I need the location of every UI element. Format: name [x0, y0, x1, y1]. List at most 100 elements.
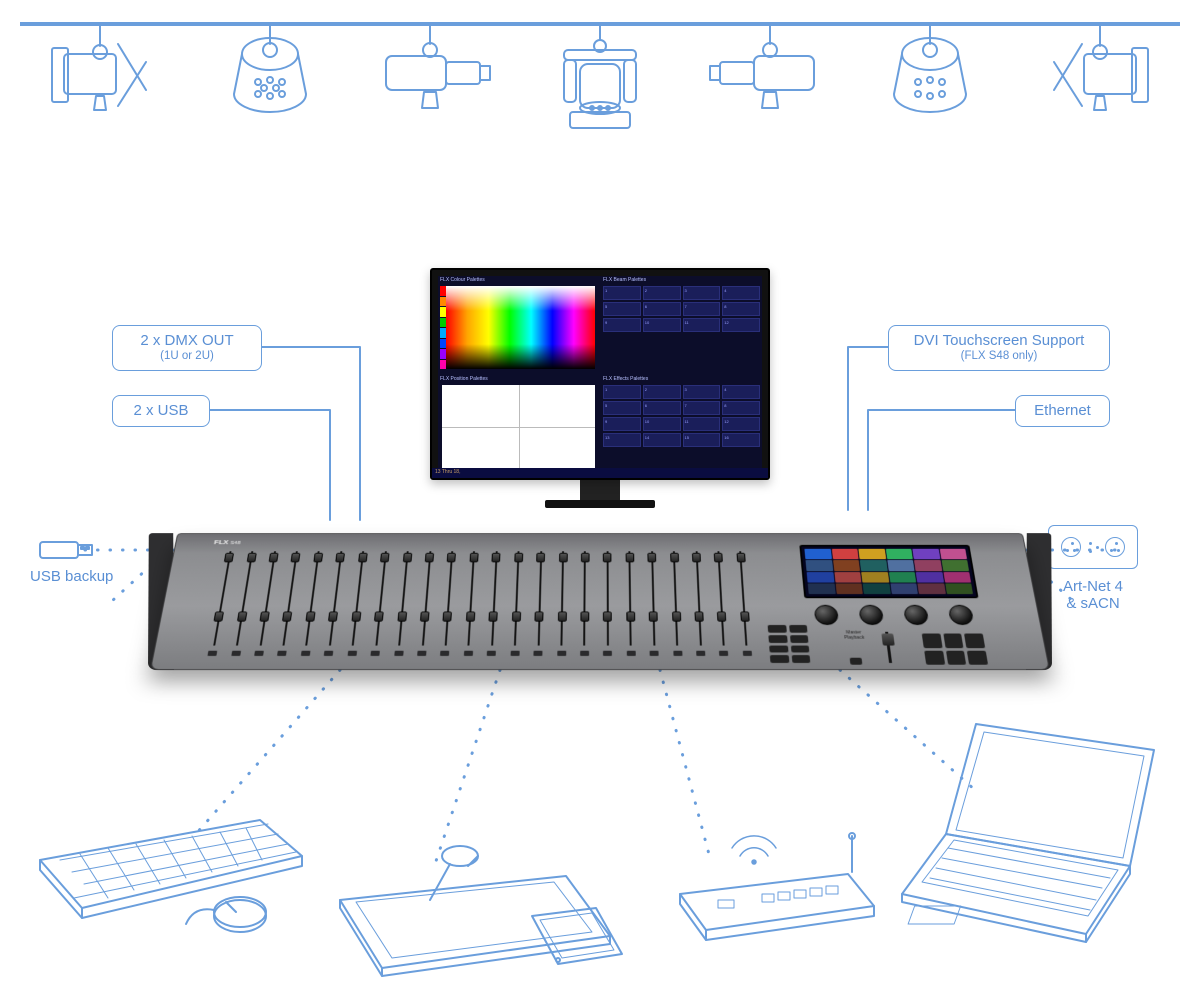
touchscreen-cell [861, 572, 889, 583]
touchscreen-cell [885, 549, 913, 560]
palette-cell: 14 [643, 433, 681, 447]
palette-cell: 8 [722, 302, 760, 316]
monitor-stand [580, 480, 620, 500]
monitor-screen: FLX Colour Palettes FLX Beam Palettes 12… [438, 276, 762, 472]
fader [688, 607, 711, 656]
fader [434, 607, 458, 656]
touchscreen-cell [914, 560, 942, 571]
palette-cell: 16 [722, 433, 760, 447]
fader [364, 607, 390, 656]
palette-cell: 3 [683, 385, 721, 399]
fader [574, 607, 595, 656]
palette-cell: 6 [643, 401, 681, 415]
encoder-wheel [903, 605, 929, 625]
palette-cell: 4 [722, 385, 760, 399]
beam-grid: 123456789101112 [603, 286, 760, 371]
function-buttons-left [768, 625, 811, 663]
monitor-quad-colour: FLX Colour Palettes [438, 276, 599, 373]
palette-cell: 1 [603, 286, 641, 300]
touchscreen-cell [835, 583, 863, 594]
palette-cell: 2 [643, 286, 681, 300]
laptop-icon [900, 710, 1190, 960]
fader [734, 607, 758, 656]
touchscreen-cell [917, 583, 945, 594]
palette-cell: 11 [683, 318, 721, 332]
fader [711, 607, 735, 656]
encoder-wheel [948, 605, 975, 625]
palette-cell: 9 [603, 318, 641, 332]
touchscreen-cell [890, 583, 918, 594]
tablet-phone-icon [320, 840, 670, 990]
palette-cell: 9 [603, 417, 641, 431]
fader [551, 607, 573, 656]
touchscreen-cell [916, 572, 944, 583]
fader [620, 607, 642, 656]
fader [458, 607, 482, 656]
encoder-wheels [803, 605, 986, 629]
effects-grid: 12345678910111213141516 [603, 385, 760, 470]
fader [481, 607, 504, 656]
playback-buttons-right [922, 634, 988, 665]
palette-cell: 4 [722, 286, 760, 300]
touchscreen-cell [943, 572, 971, 583]
palette-cell: 11 [683, 417, 721, 431]
fader [666, 607, 689, 656]
palette-cell: 10 [643, 417, 681, 431]
fader [597, 607, 618, 656]
lighting-console: FLX S48 Master Playback [150, 505, 1050, 670]
keyboard-mouse-icon [30, 790, 320, 950]
position-pad-icon [442, 385, 595, 468]
palette-cell: 1 [603, 385, 641, 399]
palette-cell: 8 [722, 401, 760, 415]
touchscreen-cell [941, 560, 969, 571]
touchscreen-cell [807, 572, 834, 583]
console-brand: FLX [214, 539, 230, 546]
touchscreen-cell [808, 583, 836, 594]
monitor-bezel: FLX Colour Palettes FLX Beam Palettes 12… [430, 268, 770, 480]
fader-row-bottom [201, 607, 758, 656]
touchscreen-cell [834, 572, 862, 583]
monitor-quad-beam: FLX Beam Palettes 123456789101112 [601, 276, 762, 373]
encoder-wheel [814, 605, 839, 625]
touchscreen-cell [860, 560, 888, 571]
console-model: S48 [230, 541, 241, 546]
quad-title-effects: FLX Effects Palettes [603, 376, 648, 382]
touchscreen-cell [945, 583, 973, 594]
palette-cell: 13 [603, 433, 641, 447]
router-icon [666, 830, 886, 960]
palette-cell: 15 [683, 433, 721, 447]
console-touchscreen [799, 545, 978, 598]
palette-cell: 7 [683, 302, 721, 316]
colour-picker-icon [446, 286, 595, 369]
touchscreen-cell [939, 549, 967, 560]
touchscreen-cell [831, 549, 858, 560]
fader [504, 607, 527, 656]
palette-cell: 5 [603, 401, 641, 415]
master-playback: Master Playback [839, 630, 899, 665]
fader [341, 607, 368, 656]
palette-cell: 12 [722, 318, 760, 332]
touchscreen-cell [858, 549, 885, 560]
monitor-quad-effects: FLX Effects Palettes 1234567891011121314… [601, 375, 762, 472]
touchscreen-cell [833, 560, 860, 571]
palette-cell: 6 [643, 302, 681, 316]
quad-title-colour: FLX Colour Palettes [440, 277, 485, 283]
fader [411, 607, 436, 656]
console-body: FLX S48 Master Playback [150, 533, 1050, 670]
touchscreen-cell [805, 560, 832, 571]
quad-title-beam: FLX Beam Palettes [603, 277, 646, 283]
palette-cell: 12 [722, 417, 760, 431]
encoder-wheel [858, 605, 884, 625]
touchscreen-cell [912, 549, 940, 560]
master-label: Master Playback [839, 630, 870, 640]
touchscreen-cell [887, 560, 915, 571]
palette-cell: 10 [643, 318, 681, 332]
fader [388, 607, 414, 656]
touchscreen-cell [862, 583, 890, 594]
fader [643, 607, 665, 656]
palette-cell: 3 [683, 286, 721, 300]
fader [527, 607, 549, 656]
touchscreen-cell [888, 572, 916, 583]
quad-title-position: FLX Position Palettes [440, 376, 488, 382]
fader [318, 607, 345, 656]
